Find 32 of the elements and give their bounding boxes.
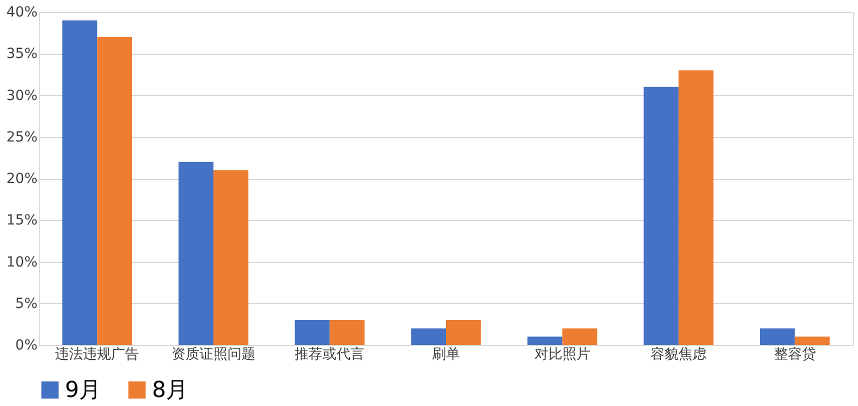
bar bbox=[62, 20, 98, 345]
y-tick-label: 30% bbox=[6, 88, 38, 104]
x-tick-label: 整容贷 bbox=[774, 346, 816, 362]
bar bbox=[178, 162, 214, 345]
bar bbox=[213, 170, 248, 345]
x-tick-label: 刷单 bbox=[432, 346, 460, 362]
bar bbox=[411, 328, 446, 345]
y-tick-label: 15% bbox=[6, 212, 38, 229]
y-tick-label: 20% bbox=[6, 171, 38, 187]
bar bbox=[794, 336, 830, 345]
y-tick-label: 10% bbox=[6, 254, 38, 270]
y-tick-label: 5% bbox=[15, 296, 38, 312]
x-tick-label: 容貌焦虑 bbox=[650, 346, 707, 362]
y-tick-label: 40% bbox=[6, 4, 38, 20]
bar bbox=[330, 320, 365, 345]
y-tick-label: 35% bbox=[6, 46, 38, 62]
x-tick-label: 资质证照问题 bbox=[171, 346, 256, 362]
bar bbox=[562, 328, 598, 345]
legend-label: 8月 bbox=[152, 378, 188, 403]
x-tick-label: 对比照片 bbox=[534, 346, 590, 362]
bar bbox=[760, 328, 795, 345]
bar bbox=[678, 70, 714, 345]
y-tick-label: 0% bbox=[15, 338, 38, 354]
bar bbox=[446, 320, 481, 345]
bar bbox=[294, 320, 330, 345]
bar bbox=[97, 36, 132, 345]
y-tick-label: 25% bbox=[6, 129, 38, 146]
legend-label: 9月 bbox=[65, 378, 101, 403]
x-tick-label: 推荐或代言 bbox=[294, 346, 365, 362]
x-tick-label: 违法违规广告 bbox=[55, 346, 140, 362]
bar bbox=[527, 336, 562, 345]
bar bbox=[644, 86, 679, 345]
